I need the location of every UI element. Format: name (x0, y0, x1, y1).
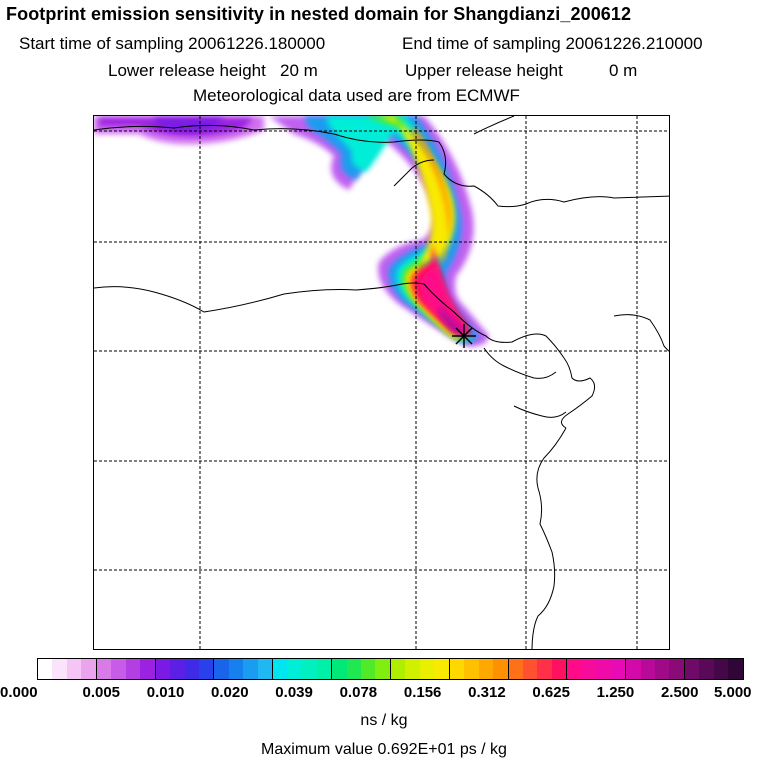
colorbar-tick-label: 0.312 (468, 684, 506, 701)
plume-top-left (94, 116, 264, 145)
colorbar-tick-label: 0.010 (146, 684, 185, 701)
colorbar-segment (360, 659, 376, 679)
colorbar-tick-label: 0.020 (211, 684, 249, 701)
colorbar-segment (155, 659, 171, 679)
maximum-value-note: Maximum value 0.692E+01 ps / kg (261, 741, 507, 758)
colorbar-segment (508, 659, 523, 679)
colorbar-tick-label: 0.005 (82, 684, 121, 701)
lat-lon-grid (94, 116, 669, 649)
colorbar-segment (478, 659, 494, 679)
map-canvas (94, 116, 669, 649)
colorbar-segment (464, 659, 479, 679)
colorbar-segment (257, 659, 274, 679)
colorbar-segment (449, 659, 465, 679)
colorbar-segment (96, 659, 112, 679)
colorbar-segment (419, 659, 435, 679)
colorbar-segment (567, 659, 582, 679)
coastlines (94, 116, 669, 649)
colorbar-segment (302, 659, 317, 679)
colorbar-segment (626, 659, 641, 679)
colorbar-tick-label: 0.156 (403, 684, 442, 701)
colorbar-segment (287, 659, 303, 679)
colorbar-segment (684, 659, 700, 679)
footprint-map (93, 115, 670, 650)
colorbar-segment (655, 659, 670, 679)
sampling-start: Start time of sampling 20061226.180000 (19, 34, 326, 53)
colorbar-tick-label: 1.250 (596, 684, 635, 701)
upper-release-value: 0 m (609, 61, 638, 80)
colorbar-segment (551, 659, 568, 679)
sampling-end: End time of sampling 20061226.210000 (402, 34, 703, 53)
colorbar-segment (669, 659, 685, 679)
colorbar-segment (81, 659, 97, 679)
colorbar-segment (390, 659, 406, 679)
colorbar-segment (375, 659, 391, 679)
colorbar-segment (581, 659, 597, 679)
colorbar-segment (728, 659, 743, 679)
lower-release-value: 20 m (280, 61, 318, 80)
colorbar-segment (434, 659, 450, 679)
colorbar-segment (640, 659, 656, 679)
met-data-note: Meteorological data used are from ECMWF (193, 86, 520, 105)
colorbar-tick-label: 0.625 (532, 684, 570, 701)
colorbar-segment (52, 659, 67, 679)
figure-title: Footprint emission sensitivity in nested… (6, 4, 632, 24)
colorbar-segment (111, 659, 126, 679)
colorbar-tick-label: 2.500 (660, 684, 699, 701)
colorbar-segment (316, 659, 333, 679)
colorbar-segment (713, 659, 729, 679)
colorbar-segment (228, 659, 244, 679)
colorbar-tick-label: 0.039 (275, 684, 313, 701)
colorbar-segment (243, 659, 258, 679)
colorbar-segment (214, 659, 229, 679)
colorbar (37, 658, 744, 680)
colorbar-segment (38, 659, 53, 679)
colorbar-tick-label: 0.078 (339, 684, 378, 701)
plume-main (269, 116, 489, 347)
colorbar-tick-label: 5.000 (713, 684, 752, 701)
colorbar-units: ns / kg (360, 712, 408, 729)
colorbar-segment (66, 659, 82, 679)
colorbar-segment (405, 659, 420, 679)
receptor-star-icon (452, 324, 476, 348)
colorbar-tick-label: 0.000 (0, 684, 38, 701)
colorbar-segment (273, 659, 288, 679)
colorbar-segment (522, 659, 538, 679)
colorbar-segment (170, 659, 185, 679)
colorbar-segment (184, 659, 199, 679)
lower-release-label: Lower release height (108, 61, 266, 80)
colorbar-segment (140, 659, 156, 679)
colorbar-segment (125, 659, 141, 679)
colorbar-segment (198, 659, 215, 679)
colorbar-segment (596, 659, 611, 679)
colorbar-segment (537, 659, 552, 679)
colorbar-segment (493, 659, 509, 679)
colorbar-segment (346, 659, 361, 679)
colorbar-segment (610, 659, 627, 679)
colorbar-segment (332, 659, 347, 679)
colorbar-segment (699, 659, 714, 679)
upper-release-label: Upper release height (405, 61, 563, 80)
